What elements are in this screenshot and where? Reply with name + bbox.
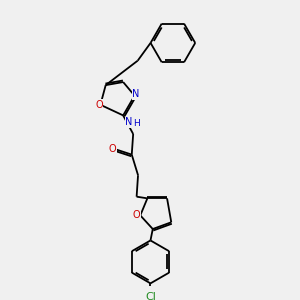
Text: O: O [109,144,116,154]
Text: H: H [133,119,140,128]
Text: O: O [95,100,103,110]
Text: N: N [125,117,132,128]
Text: O: O [133,210,140,220]
Text: N: N [132,89,140,99]
Text: Cl: Cl [145,292,156,300]
